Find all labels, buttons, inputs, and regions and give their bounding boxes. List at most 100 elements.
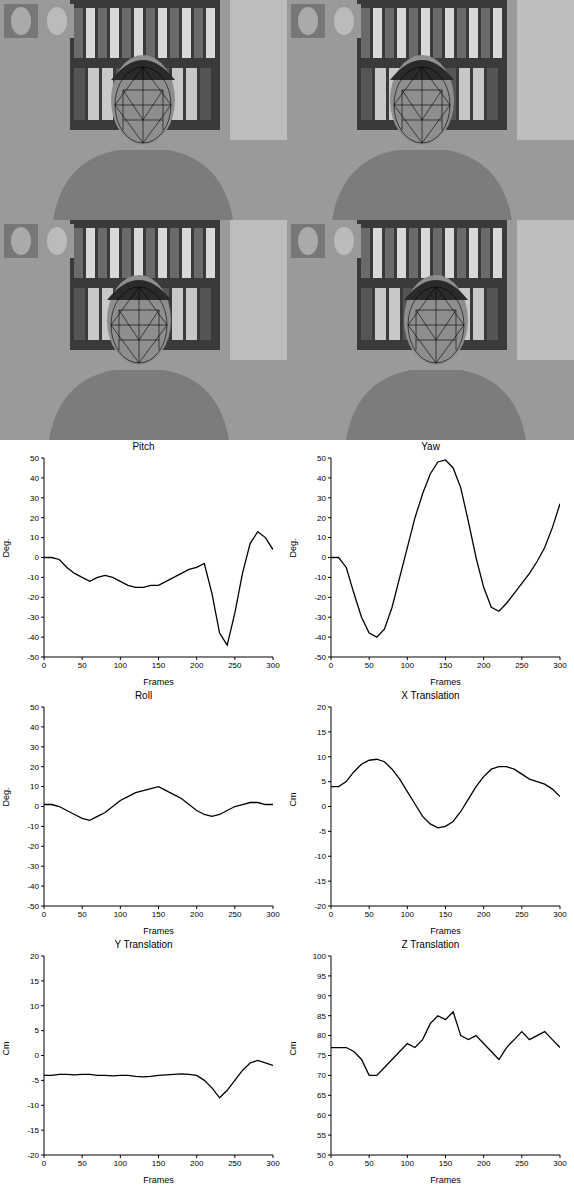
svg-text:200: 200 xyxy=(477,910,491,919)
svg-text:150: 150 xyxy=(439,1159,453,1168)
svg-text:300: 300 xyxy=(553,1159,567,1168)
svg-text:150: 150 xyxy=(152,1159,166,1168)
svg-text:200: 200 xyxy=(477,1159,491,1168)
svg-text:60: 60 xyxy=(317,1111,326,1120)
svg-text:65: 65 xyxy=(317,1091,326,1100)
svg-text:Frames: Frames xyxy=(430,677,461,687)
svg-text:-30: -30 xyxy=(314,613,326,622)
svg-text:20: 20 xyxy=(30,514,39,523)
svg-text:-40: -40 xyxy=(27,633,39,642)
svg-text:-20: -20 xyxy=(27,593,39,602)
svg-text:-10: -10 xyxy=(314,852,326,861)
svg-text:-10: -10 xyxy=(27,1101,39,1110)
svg-text:20: 20 xyxy=(317,514,326,523)
svg-text:100: 100 xyxy=(313,952,327,961)
svg-text:-20: -20 xyxy=(314,902,326,911)
svg-text:150: 150 xyxy=(152,661,166,670)
svg-text:150: 150 xyxy=(439,910,453,919)
svg-text:40: 40 xyxy=(30,474,39,483)
svg-text:Cm: Cm xyxy=(288,793,298,807)
svg-text:250: 250 xyxy=(228,910,242,919)
svg-text:100: 100 xyxy=(114,661,128,670)
svg-text:80: 80 xyxy=(317,1031,326,1040)
svg-text:0: 0 xyxy=(329,661,334,670)
svg-text:300: 300 xyxy=(266,661,280,670)
svg-text:10: 10 xyxy=(30,533,39,542)
svg-text:200: 200 xyxy=(190,661,204,670)
svg-text:5: 5 xyxy=(322,777,327,786)
svg-text:10: 10 xyxy=(30,1002,39,1011)
svg-text:-20: -20 xyxy=(27,842,39,851)
svg-text:250: 250 xyxy=(228,661,242,670)
svg-text:10: 10 xyxy=(30,782,39,791)
svg-text:200: 200 xyxy=(190,1159,204,1168)
svg-text:20: 20 xyxy=(317,703,326,712)
svg-text:300: 300 xyxy=(266,910,280,919)
svg-text:55: 55 xyxy=(317,1131,326,1140)
svg-text:0: 0 xyxy=(35,1051,40,1060)
svg-text:5: 5 xyxy=(35,1026,40,1035)
svg-text:-50: -50 xyxy=(27,902,39,911)
svg-text:100: 100 xyxy=(114,1159,128,1168)
svg-text:100: 100 xyxy=(401,910,415,919)
svg-text:50: 50 xyxy=(78,661,87,670)
svg-text:50: 50 xyxy=(78,910,87,919)
svg-text:100: 100 xyxy=(401,661,415,670)
svg-text:70: 70 xyxy=(317,1071,326,1080)
svg-text:50: 50 xyxy=(78,1159,87,1168)
svg-text:-10: -10 xyxy=(27,573,39,582)
svg-text:100: 100 xyxy=(114,910,128,919)
svg-text:50: 50 xyxy=(30,454,39,463)
svg-text:250: 250 xyxy=(228,1159,242,1168)
svg-text:Deg.: Deg. xyxy=(1,538,11,557)
svg-text:Frames: Frames xyxy=(430,926,461,936)
svg-text:0: 0 xyxy=(322,802,327,811)
svg-text:-40: -40 xyxy=(27,882,39,891)
svg-text:-20: -20 xyxy=(27,1151,39,1160)
svg-text:300: 300 xyxy=(553,661,567,670)
svg-text:50: 50 xyxy=(317,1151,326,1160)
svg-text:250: 250 xyxy=(515,1159,529,1168)
svg-text:90: 90 xyxy=(317,992,326,1001)
svg-text:Cm: Cm xyxy=(1,1042,11,1056)
svg-text:0: 0 xyxy=(42,910,47,919)
svg-text:85: 85 xyxy=(317,1012,326,1021)
svg-text:250: 250 xyxy=(515,661,529,670)
svg-text:Deg.: Deg. xyxy=(288,538,298,557)
svg-text:30: 30 xyxy=(30,743,39,752)
svg-text:0: 0 xyxy=(42,1159,47,1168)
svg-text:0: 0 xyxy=(35,553,40,562)
svg-text:10: 10 xyxy=(317,533,326,542)
svg-text:-5: -5 xyxy=(319,827,327,836)
svg-text:30: 30 xyxy=(30,494,39,503)
svg-text:Frames: Frames xyxy=(143,926,174,936)
svg-text:50: 50 xyxy=(365,661,374,670)
svg-text:300: 300 xyxy=(553,910,567,919)
svg-text:Frames: Frames xyxy=(143,1175,174,1185)
svg-text:-20: -20 xyxy=(314,593,326,602)
svg-text:150: 150 xyxy=(439,661,453,670)
svg-text:Frames: Frames xyxy=(430,1175,461,1185)
svg-text:100: 100 xyxy=(401,1159,415,1168)
svg-text:250: 250 xyxy=(515,910,529,919)
svg-text:20: 20 xyxy=(30,763,39,772)
svg-text:Cm: Cm xyxy=(288,1042,298,1056)
svg-text:0: 0 xyxy=(35,802,40,811)
svg-text:50: 50 xyxy=(365,910,374,919)
svg-text:10: 10 xyxy=(317,753,326,762)
svg-text:0: 0 xyxy=(329,910,334,919)
svg-text:0: 0 xyxy=(322,553,327,562)
svg-text:-30: -30 xyxy=(27,862,39,871)
svg-text:-15: -15 xyxy=(314,877,326,886)
svg-text:0: 0 xyxy=(42,661,47,670)
svg-text:-30: -30 xyxy=(27,613,39,622)
svg-text:15: 15 xyxy=(317,728,326,737)
svg-text:-5: -5 xyxy=(32,1076,40,1085)
svg-text:40: 40 xyxy=(30,723,39,732)
svg-text:40: 40 xyxy=(317,474,326,483)
svg-text:200: 200 xyxy=(190,910,204,919)
svg-text:-50: -50 xyxy=(314,653,326,662)
svg-text:75: 75 xyxy=(317,1051,326,1060)
svg-text:300: 300 xyxy=(266,1159,280,1168)
svg-text:20: 20 xyxy=(30,952,39,961)
